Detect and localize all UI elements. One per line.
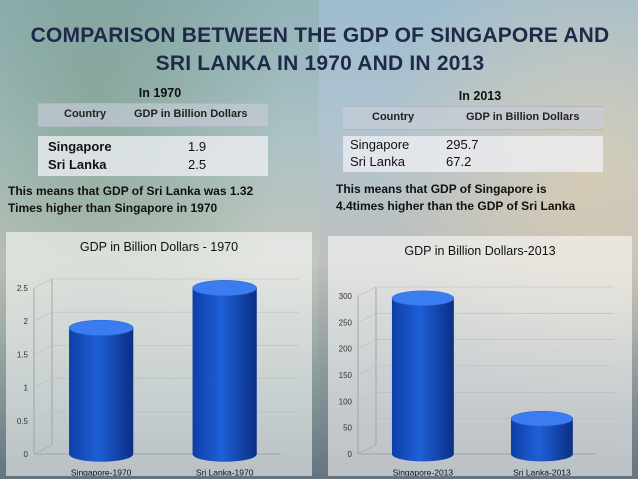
gridline-diag [357, 418, 377, 428]
x-tick-label: Singapore-1970 [71, 468, 132, 476]
table-2013-heading: In 2013 [458, 89, 502, 103]
y-tick-label: 2 [24, 317, 29, 326]
table-2013-row-1-gdp: 295.7 [446, 137, 479, 152]
table-1970-row-2-country: Sri Lanka [48, 157, 107, 172]
y-tick-label: 2.5 [17, 284, 29, 293]
table-2013-col-gdp: GDP in Billion Dollars [466, 111, 580, 123]
chart-2013-title: GDP in Billion Dollars-2013 [404, 244, 556, 258]
note-2013-line-2: 4.4times higher than the GDP of Sri Lank… [336, 199, 576, 213]
gridline-diag [357, 286, 377, 297]
y-tick-label: 150 [339, 371, 353, 380]
gridline-diag [357, 313, 377, 323]
table-2013-row-2-country: Sri Lanka [350, 154, 405, 169]
note-1970-line-2: Times higher than Singapore in 1970 [8, 201, 218, 215]
table-2013-header [343, 106, 603, 130]
gridline-diag [33, 278, 53, 289]
y-tick-label: 50 [343, 424, 352, 433]
chart-1970-panel [6, 232, 312, 476]
y-tick-label: 300 [339, 292, 353, 301]
y-tick-label: 1.5 [17, 350, 29, 359]
chart-2013: 0 50 100 150 200 250 300 Singapore-2013 Sri Lank… [339, 286, 614, 476]
gridline-diag [357, 339, 377, 349]
table-1970-body [38, 136, 268, 176]
y-tick-label: 100 [339, 397, 353, 406]
chart-2013-panel [328, 236, 632, 476]
x-tick-label: Singapore-2013 [393, 467, 454, 476]
bar-sri-lanka-1970 [192, 280, 258, 462]
chart-1970-title: GDP in Billion Dollars - 1970 [79, 240, 239, 254]
bar-sri-lanka-2013 [510, 410, 574, 462]
table-1970-col-country: Country [64, 108, 107, 120]
gridline-diag [33, 411, 53, 422]
y-tick-label: 0 [24, 450, 29, 459]
table-2013-body [343, 136, 603, 172]
y-tick-label: 250 [339, 318, 353, 327]
note-1970: This means that GDP of Sri Lanka was 1.3… [8, 183, 318, 217]
table-1970-row-1-gdp: 1.9 [188, 139, 207, 154]
title-line-1: COMPARISON BETWEEN THE GDP OF SINGAPORE … [30, 24, 610, 47]
table-1970-row-1-country: Singapore [48, 139, 112, 154]
y-tick-label: 0.5 [17, 417, 29, 426]
table-2013-row-1-country: Singapore [350, 137, 410, 152]
x-tick-label: Sri Lanka-1970 [196, 468, 254, 476]
gridline-diag [33, 311, 53, 322]
slide-title: COMPARISON BETWEEN THE GDP OF SINGAPORE … [20, 22, 620, 78]
y-tick-label: 0 [348, 450, 353, 459]
table-1970-col-gdp: GDP in Billion Dollars [134, 108, 248, 120]
gridline-diag [33, 378, 53, 388]
x-tick-label: Sri Lanka-2013 [513, 467, 571, 476]
title-line-2: SRI LANKA IN 1970 AND IN 2013 [155, 52, 485, 75]
note-2013-line-1: This means that GDP of Singapore is [336, 182, 547, 196]
table-1970-heading: In 1970 [138, 86, 182, 100]
table-1970-header [38, 103, 268, 127]
gridline-diag [357, 365, 377, 376]
bar-singapore-2013 [391, 290, 455, 462]
y-tick-label: 1 [24, 384, 29, 393]
y-tick-label: 200 [339, 345, 353, 354]
chart-1970: 0 0.5 1 1.5 2 2.5 Singapore-1970 Sri Lanka-1970 [17, 278, 299, 476]
bar-singapore-1970 [68, 319, 134, 462]
note-2013: This means that GDP of Singapore is 4.4t… [336, 181, 636, 215]
gridline-diag [33, 444, 53, 455]
note-1970-line-1: This means that GDP of Sri Lanka was 1.3… [8, 184, 254, 198]
table-2013-col-country: Country [372, 111, 415, 123]
gridline-diag [357, 392, 377, 402]
gridline-diag [33, 345, 53, 355]
table-2013-row-2-gdp: 67.2 [446, 154, 472, 169]
table-1970-row-2-gdp: 2.5 [188, 157, 207, 172]
gridline-diag [357, 444, 377, 455]
